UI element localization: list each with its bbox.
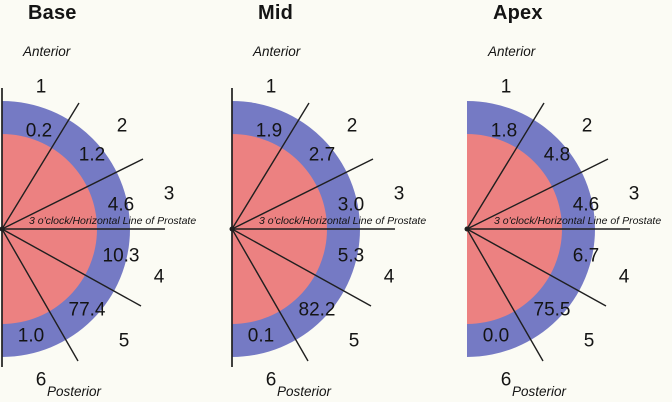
- sector-value: 0.1: [247, 325, 275, 347]
- center-point: [464, 226, 470, 232]
- sector-line-minus60: [231, 228, 309, 362]
- panel-apex: Apex Anterior 3 o'clock/Horizontal Line …: [464, 0, 672, 402]
- anterior-label: Anterior: [23, 44, 71, 59]
- sector-value: 1.0: [17, 325, 45, 347]
- sector-number-label: 6: [35, 369, 47, 391]
- sector-number-label: 6: [265, 369, 277, 391]
- sector-number-label: 5: [583, 330, 595, 352]
- sector-value: 2.7: [308, 144, 336, 166]
- sector-value: 82.2: [298, 299, 336, 321]
- sector-number-label: 4: [153, 266, 165, 288]
- sector-line-minus30: [466, 228, 607, 307]
- sector-line-minus30: [231, 228, 372, 307]
- sector-value: 4.6: [572, 194, 600, 216]
- panel-mid: Mid Anterior 3 o'clock/Horizontal Line o…: [229, 0, 460, 402]
- panel-title: Apex: [493, 2, 543, 24]
- sector-number-label: 1: [35, 76, 47, 98]
- anterior-label: Anterior: [488, 44, 536, 59]
- panel-base: Base Anterior 3 o'clock/Horizontal Line …: [0, 0, 230, 402]
- sector-number-label: 5: [348, 330, 360, 352]
- sector-value: 4.8: [543, 144, 571, 166]
- sector-value: 1.2: [78, 144, 106, 166]
- horizontal-axis-label: 3 o'clock/Horizontal Line of Prostate: [494, 215, 662, 227]
- sector-number-label: 3: [393, 183, 405, 205]
- sector-value: 75.5: [533, 299, 571, 321]
- sector-value: 4.6: [107, 194, 135, 216]
- horizontal-axis-label: 3 o'clock/Horizontal Line of Prostate: [259, 215, 427, 227]
- sector-value: 1.9: [255, 120, 283, 142]
- sector-number-label: 5: [118, 330, 130, 352]
- sector-value: 3.0: [337, 194, 365, 216]
- sector-line-minus60: [466, 228, 544, 362]
- sector-value: 5.3: [337, 245, 365, 267]
- sector-line-minus60: [1, 228, 79, 362]
- sector-boundary-lines: [466, 102, 630, 362]
- sector-number-label: 2: [581, 115, 593, 137]
- sector-number-label: 2: [346, 115, 358, 137]
- sector-value: 10.3: [102, 245, 140, 267]
- center-point: [0, 226, 5, 232]
- anterior-label: Anterior: [253, 44, 301, 59]
- prostate-half-disk: [229, 88, 395, 367]
- sector-value: 0.0: [482, 325, 510, 347]
- sector-line-60: [466, 102, 545, 230]
- prostate-half-disk: [0, 88, 165, 367]
- sector-value: 0.2: [25, 120, 53, 142]
- sector-number-label: 4: [383, 266, 395, 288]
- sector-value: 77.4: [68, 299, 106, 321]
- sector-number-label: 4: [618, 266, 630, 288]
- sector-boundary-lines: [231, 88, 395, 367]
- posterior-label: Posterior: [276, 384, 332, 399]
- prostate-half-disk: [464, 101, 630, 362]
- sector-line-30: [1, 158, 144, 230]
- sector-line-30: [466, 158, 609, 230]
- horizontal-axis-label: 3 o'clock/Horizontal Line of Prostate: [29, 215, 197, 227]
- sector-number-label: 6: [500, 369, 512, 391]
- sector-number-label: 3: [628, 183, 640, 205]
- sector-line-minus30: [1, 228, 142, 307]
- sector-value: 6.7: [572, 245, 600, 267]
- sector-line-60: [231, 102, 310, 230]
- sector-number-label: 2: [116, 115, 128, 137]
- panel-title: Base: [28, 2, 77, 24]
- panel-title: Mid: [258, 2, 294, 24]
- posterior-label: Posterior: [511, 384, 567, 399]
- sector-number-label: 3: [163, 183, 175, 205]
- sector-value: 1.8: [490, 120, 518, 142]
- sector-line-60: [1, 102, 80, 230]
- sector-line-30: [231, 158, 374, 230]
- posterior-label: Posterior: [46, 384, 102, 399]
- sector-number-label: 1: [265, 76, 277, 98]
- center-point: [229, 226, 235, 232]
- sector-number-label: 1: [500, 76, 512, 98]
